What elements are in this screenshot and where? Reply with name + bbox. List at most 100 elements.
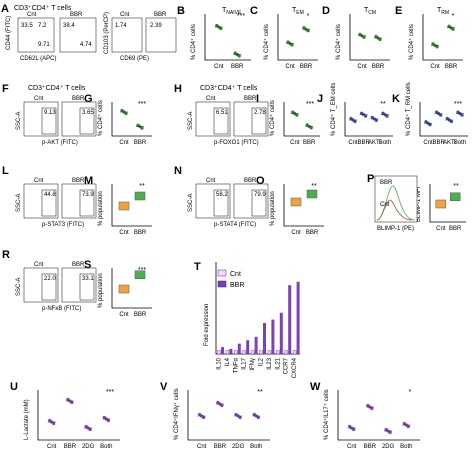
flow-bbr-label: BBR: [72, 178, 85, 184]
bar-bbr: [237, 343, 241, 354]
panel-k-ylabel: % CD4⁺ T_RM cells: [405, 82, 412, 136]
flow-plot-a-rm-cnt: [111, 17, 143, 53]
significance-marker: ***: [454, 101, 462, 108]
flow-cnt-label: Cnt: [34, 262, 44, 268]
panel-w: W% CD4⁺IL17⁺ cells Cnt BBR 2DG Both *: [310, 381, 420, 450]
panel-l: L Cnt BBR 44.8 73.9 p-STAT3 (FITC) SSC-A: [2, 165, 97, 228]
bar-bbr: [271, 319, 275, 354]
data-point: [388, 430, 392, 435]
panel-o-axes: [283, 184, 324, 227]
panel-d-title: TCM: [364, 7, 376, 16]
panel-label-a: A: [1, 3, 9, 15]
data-point: [220, 403, 224, 408]
panel-w-ylabel: % CD4⁺IL17⁺ cells: [323, 389, 330, 440]
tick-label: IL2: [259, 357, 265, 366]
tick-label: BBR: [303, 140, 316, 146]
tick-label: Cnt: [214, 64, 224, 70]
panel-label-d: D: [322, 5, 330, 17]
data-point: [88, 427, 92, 432]
flow-plot-cnt: [195, 101, 231, 137]
panel-label-r: R: [2, 249, 10, 261]
flow-panels: F CD3⁺CD4⁺ T cells Cnt BBR 9.13 3.65 p-AKT (FI…: [2, 83, 269, 312]
a-bbr-label: BBR: [70, 12, 83, 18]
data-point: [406, 424, 410, 429]
panel-i-axes: [283, 102, 320, 137]
gate-cnt: [213, 189, 229, 217]
flow-cnt-label: Cnt: [34, 96, 44, 102]
data-point: [374, 118, 378, 123]
panel-label-l: L: [2, 165, 9, 177]
box-mark: [134, 270, 146, 279]
tick-label: CCR7: [284, 357, 290, 374]
a-x-axis-label: CD62L (APC): [20, 56, 56, 62]
flow-plot-bbr: [61, 267, 97, 303]
data-point: [451, 27, 455, 31]
tick-label: AKTi: [368, 140, 381, 146]
bar-cnt: [267, 350, 272, 355]
a-cnt-label: Cnt: [27, 12, 37, 18]
tick-label: BBR: [134, 312, 147, 318]
panel-label-p: P: [367, 173, 374, 185]
flow-y-axis: SSC-A: [16, 194, 22, 212]
flow-bbr-label: BBR: [244, 96, 257, 102]
panel-q-ylabel: BLIMP-1 MFI: [416, 186, 422, 222]
bar-cnt: [234, 350, 238, 355]
a-rm-cnt-label: Cnt: [120, 12, 130, 18]
flow-header: CD3⁺CD4⁺ T cells: [28, 85, 86, 92]
tick-label: BBR: [134, 230, 147, 236]
flow-x-axis: p-NFκB (FITC): [42, 306, 81, 312]
panel-d-axes: [349, 14, 390, 61]
flow-value-bbr: 73.9: [82, 192, 94, 198]
tick-label: Cnt: [291, 230, 301, 236]
significance-marker: ***: [138, 101, 146, 108]
bar-bbr: [263, 323, 266, 354]
flow-plot-cnt: [23, 101, 59, 137]
panel-u-axes: [37, 390, 120, 441]
flow-value-cnt: 44.8: [44, 192, 56, 198]
panel-n: N Cnt BBR 58.2 79.9 p-STAT4 (FITC) SSC-A: [174, 165, 269, 228]
tick-label: Both: [250, 444, 262, 450]
bar-cnt: [259, 350, 263, 355]
data-point: [352, 427, 356, 432]
flow-cnt-label: Cnt: [34, 178, 44, 184]
panel-b: B TNAIVE % CD4⁺ cells Cnt BBR ***: [177, 5, 251, 70]
tick-label: Cnt: [347, 444, 357, 450]
bar-bbr: [296, 281, 300, 354]
tick-label: Cnt: [119, 312, 129, 318]
panel-label-k: K: [392, 93, 400, 105]
flow-y-axis: SSC-A: [16, 278, 22, 296]
box-mark: [118, 201, 130, 211]
tick-label: Cnt: [119, 230, 129, 236]
data-point: [256, 415, 260, 420]
data-point: [306, 29, 310, 33]
tick-label: Both: [379, 140, 391, 146]
panel-e-title: TRM: [437, 7, 449, 16]
box-mark: [134, 191, 146, 201]
panel-label-s: S: [84, 259, 91, 271]
flow-plot-bbr: [61, 183, 97, 219]
gate-bbr: [79, 107, 95, 135]
panel-t-ylabel: Fold expression: [204, 304, 210, 346]
flow-x-axis: p-STAT4 (FITC): [214, 222, 256, 228]
panel-e-ylabel: % CD4⁺ cells: [408, 24, 415, 60]
flow-cnt-label: Cnt: [206, 178, 216, 184]
significance-marker: **: [311, 183, 317, 190]
tick-label: IL4: [225, 357, 231, 366]
panel-u: U L-Lactate (mM) Cnt BBR 2DG Both ***: [10, 381, 120, 450]
panel-r: R Cnt BBR 22.0 33.1 p-NFκB (FITC) SSC-A: [2, 249, 97, 312]
flow-plot-bbr: [233, 183, 269, 219]
data-point: [309, 126, 313, 130]
tick-label: 2DG: [382, 444, 395, 450]
a-bbr-rm-value: 2.39: [150, 23, 162, 29]
tick-label: BBR: [134, 140, 147, 146]
bar-cnt: [242, 350, 246, 355]
bar-cnt: [217, 350, 221, 355]
panel-p: P BBR Cnt BLIMP-1 (PE): [367, 173, 418, 232]
flow-value-bbr: 3.65: [82, 110, 94, 116]
panel-h: H CD3⁺CD4⁺ T cells Cnt BBR 6.51 2.78 p-FOXO1 (…: [174, 83, 269, 146]
gate-bbr: [79, 189, 95, 217]
panel-o: O % population Cnt BBR **: [256, 175, 324, 236]
